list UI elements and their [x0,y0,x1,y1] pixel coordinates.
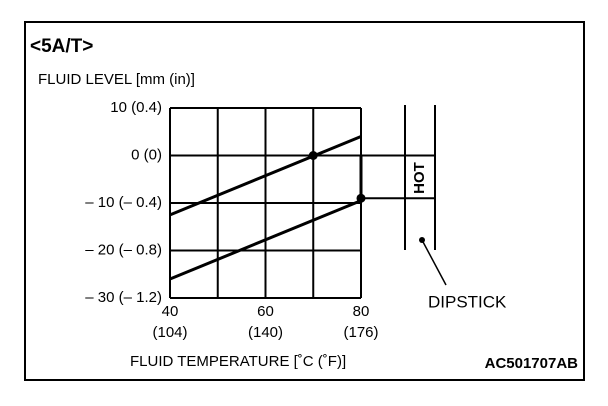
x-tick-sublabel: (140) [248,324,283,341]
leader-line [421,239,447,286]
hot-label: HOT [411,162,428,194]
dipstick-label: DIPSTICK [428,292,507,311]
y-axis-label: FLUID LEVEL [mm (in)] [38,71,195,88]
data-point [308,151,318,160]
data-line [169,135,362,217]
x-tick-sublabel: (104) [152,324,187,341]
x-tick-sublabel: (176) [343,324,378,341]
data-point [356,193,366,203]
y-tick-label: 0 (0) [131,146,162,163]
frame [24,21,585,381]
x-tick-label: 60 [257,303,274,320]
y-tick-label: 10 (0.4) [110,99,162,116]
chart-title: <5A/T> [30,36,93,57]
figure-code: AC501707AB [485,355,579,372]
x-tick-label: 80 [353,303,370,320]
x-tick-label: 40 [162,303,179,320]
y-tick-label: – 30 (– 1.2) [85,289,162,306]
y-tick-label: – 20 (– 0.8) [85,241,162,258]
y-tick-label: – 10 (– 0.4) [85,194,162,211]
data-line [169,199,362,281]
x-axis-label: FLUID TEMPERATURE [˚C (˚F)] [130,353,346,370]
